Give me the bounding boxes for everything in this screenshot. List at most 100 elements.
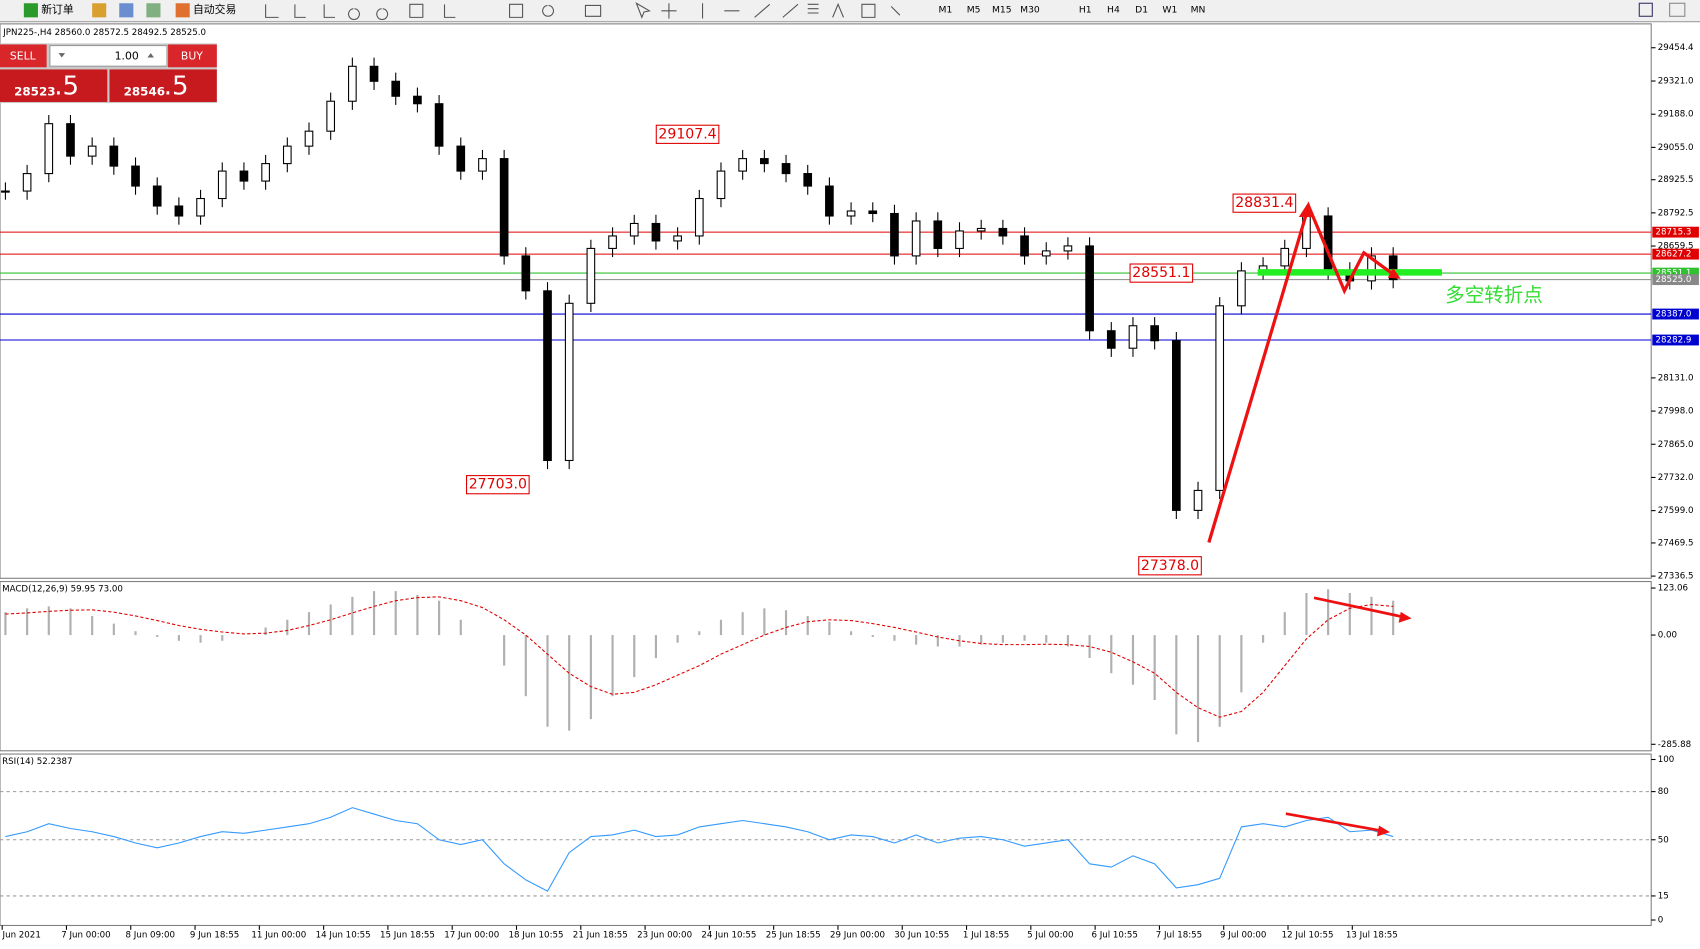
candle (933, 220, 943, 249)
price-annotation: 29107.4 (658, 126, 716, 142)
candle (196, 197, 205, 217)
price-annotation: 27703.0 (469, 477, 527, 493)
lot-input[interactable] (49, 45, 168, 67)
candle (890, 212, 899, 257)
price-level-tag (1652, 248, 1699, 260)
candle (22, 173, 32, 192)
sell-price[interactable]: 28523 (14, 85, 55, 99)
candle (694, 197, 704, 237)
price-level-tag (1652, 334, 1699, 346)
price-annotation: 28551.1 (1132, 265, 1190, 281)
y-tick-label: 29055.0 (1658, 143, 1694, 153)
candle (521, 255, 531, 292)
candle (87, 145, 97, 157)
y-tick-label: 27469.5 (1658, 538, 1694, 548)
y-tick-label: 28131.0 (1658, 373, 1694, 383)
candle (1128, 325, 1138, 349)
tool-icon[interactable] (146, 3, 161, 18)
buy-price-box[interactable] (109, 69, 217, 102)
candle (651, 222, 661, 242)
timeframe[interactable]: M30 (1020, 4, 1040, 15)
y-tick-label: 0.00 (1658, 631, 1677, 641)
candle (261, 163, 270, 182)
x-tick-label: 14 Jun 10:55 (316, 931, 371, 941)
candle (760, 158, 769, 165)
turning-point-note: 多空转折点 (1445, 284, 1543, 307)
sell-price-pips[interactable]: .5 (54, 71, 79, 101)
x-tick-label: 1 Jul 18:55 (963, 931, 1009, 941)
rsi-chart: 100 80 50 15 0 RSI(14) 52.2387 (0, 755, 1674, 926)
candle (1020, 235, 1029, 257)
timeframe[interactable]: M15 (992, 4, 1012, 15)
y-tick-label: 28925.5 (1658, 175, 1694, 185)
macd-chart: 123.06 0.00 -285.88 MACD(12,26,9) 59.95 73.… (2, 584, 1691, 750)
auto-trading[interactable]: 自动交易 (193, 2, 236, 16)
candle (304, 130, 314, 147)
sell-button[interactable] (0, 44, 47, 68)
price-level-label: 28551.1 (1656, 269, 1692, 279)
price-level-label: 28525.0 (1656, 275, 1692, 285)
buy-price[interactable]: 28546 (124, 85, 165, 99)
x-tick-label: 25 Jun 18:55 (766, 931, 821, 941)
buy-button[interactable] (168, 44, 217, 68)
candle (434, 103, 444, 147)
candle (1280, 247, 1290, 267)
timeframe[interactable]: M5 (967, 4, 981, 15)
price-level-label: 28627.2 (1656, 250, 1692, 260)
candle (1150, 325, 1159, 342)
lot-value[interactable]: 1.00 (115, 49, 139, 62)
x-tick-label: 7 Jul 18:55 (1156, 931, 1202, 941)
timeframe[interactable]: D1 (1135, 4, 1148, 15)
x-tick-label: 5 Jul 00:00 (1027, 931, 1073, 941)
search-icon[interactable] (1638, 2, 1653, 17)
timeframe[interactable]: M1 (939, 4, 953, 15)
buy-label[interactable]: BUY (181, 49, 203, 62)
x-tick-label: 7 Jun 00:00 (61, 931, 110, 941)
candle (1388, 255, 1398, 281)
candle (1063, 245, 1073, 252)
candle (66, 123, 75, 157)
rsi-line (5, 807, 1394, 892)
y-tick-label: 100 (1658, 755, 1675, 765)
macd-panel (0, 580, 1652, 752)
new-order-icon[interactable] (23, 3, 38, 18)
new-order[interactable]: 新订单 (41, 2, 74, 16)
tool-icon[interactable] (92, 3, 107, 18)
x-tick-label: 29 Jun 00:00 (830, 931, 885, 941)
price-level-tag (1652, 226, 1699, 238)
y-tick-label: 29188.0 (1658, 110, 1694, 120)
annotation-box (1232, 193, 1297, 213)
candle (1367, 255, 1376, 282)
candle (1, 190, 10, 193)
x-tick-label: 24 Jun 10:55 (701, 931, 756, 941)
panel-title: RSI(14) 52.2387 (2, 757, 72, 767)
timeframe[interactable]: MN (1191, 4, 1206, 15)
signal-line (5, 596, 1394, 718)
timeframe[interactable]: W1 (1162, 4, 1177, 15)
y-tick-label: 27732.0 (1658, 473, 1694, 483)
candle (976, 227, 986, 232)
toolbar-icons (265, 2, 901, 20)
candle (391, 80, 401, 97)
auto-trading-icon[interactable] (175, 3, 190, 18)
candle (1193, 489, 1203, 511)
sell-price-box[interactable] (0, 69, 108, 102)
arrow-heads (1298, 201, 1412, 837)
annotation-box (655, 124, 720, 144)
sell-label[interactable]: SELL (10, 49, 36, 62)
y-tick-label: 0 (1658, 916, 1664, 926)
timeframe[interactable]: H4 (1107, 4, 1120, 15)
price-level-tag (1652, 274, 1699, 286)
timeframe[interactable]: H1 (1079, 4, 1092, 15)
x-tick-label: 23 Jun 00:00 (637, 931, 692, 941)
candle (1085, 245, 1094, 332)
buy-price-pips[interactable]: .5 (164, 71, 189, 101)
candle (586, 247, 596, 304)
x-tick-label: 18 Jun 10:55 (509, 931, 564, 941)
price-level-tag (1652, 308, 1699, 320)
tool-icon[interactable] (119, 3, 134, 18)
y-tick-label: 27865.0 (1658, 440, 1694, 450)
candle (44, 123, 54, 175)
chat-icon[interactable] (1669, 2, 1686, 17)
candle (413, 95, 422, 105)
